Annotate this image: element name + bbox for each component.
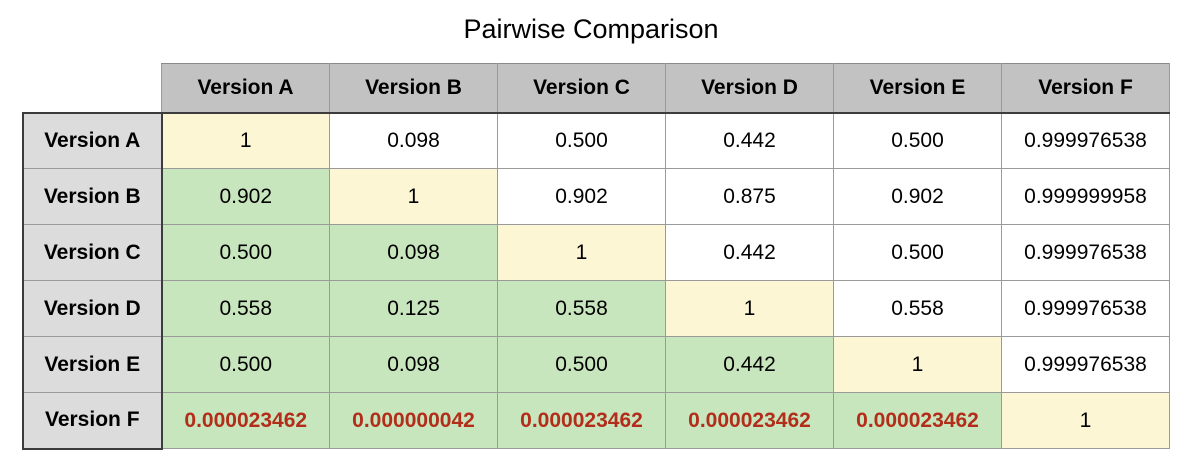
cell-version-c-vs-version-d: 0.442 [665,224,834,281]
row-header-version-d: Version D [22,280,163,337]
table-row-version-c: Version C 0.500 0.098 1 0.442 0.500 0.99997653… [22,224,1170,281]
row-header-version-a: Version A [22,111,163,169]
column-header-version-e: Version E [833,63,1002,114]
cell-version-e-vs-version-f: 0.999976538 [1001,336,1170,393]
cell-version-f-vs-version-a: 0.000023462 [161,392,330,449]
column-header-version-b: Version B [329,63,498,114]
row-header-version-b: Version B [22,168,163,225]
cell-version-b-vs-version-a: 0.902 [161,168,330,225]
cell-version-a-vs-version-f: 0.999976538 [1001,111,1170,169]
row-header-version-f: Version F [22,392,163,450]
cell-version-d-vs-version-b: 0.125 [329,280,498,337]
cell-version-c-vs-version-f: 0.999976538 [1001,224,1170,281]
cell-version-c-vs-version-b: 0.098 [329,224,498,281]
table-row-version-f: Version F 0.000023462 0.000000042 0.0000234… [22,392,1170,450]
pairwise-comparison-figure: Pairwise Comparison Version A Version B Ve… [22,14,1170,450]
cell-version-e-vs-version-a: 0.500 [161,336,330,393]
cell-version-b-vs-version-e: 0.902 [833,168,1002,225]
cell-version-e-vs-version-c: 0.500 [497,336,666,393]
cell-version-b-vs-version-b: 1 [329,168,498,225]
column-header-version-a: Version A [161,63,330,114]
cell-version-e-vs-version-b: 0.098 [329,336,498,393]
column-header-version-d: Version D [665,63,834,114]
cell-version-f-vs-version-e: 0.000023462 [833,392,1002,449]
cell-version-a-vs-version-d: 0.442 [665,111,834,169]
table-row-version-b: Version B 0.902 1 0.902 0.875 0.902 0.99999995… [22,168,1170,225]
cell-version-d-vs-version-d: 1 [665,280,834,337]
cell-version-e-vs-version-e: 1 [833,336,1002,393]
cell-version-f-vs-version-b: 0.000000042 [329,392,498,449]
column-header-version-c: Version C [497,63,666,114]
table-row-version-a: Version A 1 0.098 0.500 0.442 0.500 0.99997653… [22,111,1170,169]
table-row-version-d: Version D 0.558 0.125 0.558 1 0.558 0.99997653… [22,280,1170,337]
cell-version-a-vs-version-b: 0.098 [329,111,498,169]
pairwise-comparison-table: Version A Version B Version C Version D Vers… [22,63,1170,450]
row-header-version-e: Version E [22,336,163,393]
cell-version-c-vs-version-c: 1 [497,224,666,281]
cell-version-d-vs-version-c: 0.558 [497,280,666,337]
cell-version-c-vs-version-a: 0.500 [161,224,330,281]
table-row-version-e: Version E 0.500 0.098 0.500 0.442 1 0.99997653… [22,336,1170,393]
cell-version-a-vs-version-c: 0.500 [497,111,666,169]
row-header-version-c: Version C [22,224,163,281]
cell-version-d-vs-version-f: 0.999976538 [1001,280,1170,337]
cell-version-e-vs-version-d: 0.442 [665,336,834,393]
cell-version-a-vs-version-e: 0.500 [833,111,1002,169]
column-header-row: Version A Version B Version C Version D Vers… [23,63,1170,114]
cell-version-f-vs-version-c: 0.000023462 [497,392,666,449]
cell-version-f-vs-version-f: 1 [1001,392,1170,449]
cell-version-d-vs-version-a: 0.558 [161,280,330,337]
corner-cell [23,63,162,113]
chart-title: Pairwise Comparison [463,14,719,44]
cell-version-b-vs-version-f: 0.999999958 [1001,168,1170,225]
cell-version-a-vs-version-a: 1 [161,111,330,169]
cell-version-d-vs-version-e: 0.558 [833,280,1002,337]
cell-version-b-vs-version-c: 0.902 [497,168,666,225]
cell-version-f-vs-version-d: 0.000023462 [665,392,834,449]
cell-version-b-vs-version-d: 0.875 [665,168,834,225]
column-header-version-f: Version F [1001,63,1170,114]
cell-version-c-vs-version-e: 0.500 [833,224,1002,281]
